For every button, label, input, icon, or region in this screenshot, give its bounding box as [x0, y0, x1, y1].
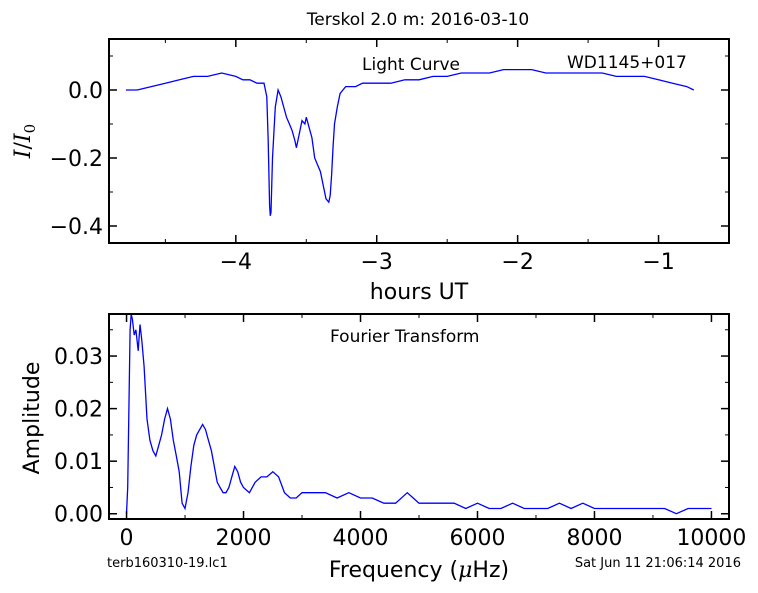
fourier-xtick-label: 2000: [216, 526, 272, 551]
light-curve-series-layer: [125, 68, 695, 216]
light-curve-annotation: Light Curve: [362, 55, 460, 75]
light-curve-ytick-label: −0.4: [50, 215, 103, 240]
light-curve-ytick-label: −0.2: [50, 147, 103, 172]
footer-filename: terb160310-19.lc1: [107, 556, 228, 571]
fourier-xtick-label: 6000: [449, 526, 505, 551]
light-curve-xtick-label: −2: [501, 250, 533, 275]
fourier-xtick-label: 10000: [676, 526, 746, 551]
fourier-xtick-label: 8000: [566, 526, 622, 551]
light-curve-ticks: −4 −3 −2 −1 0.0 −0.2 −0.4: [50, 39, 730, 275]
footer-timestamp: Sat Jun 11 21:06:14 2016: [575, 556, 741, 571]
fourier-annotation: Fourier Transform: [330, 327, 479, 347]
fourier-ytick-label: 0.03: [54, 345, 103, 370]
xlabel-suffix: Hz): [472, 558, 509, 583]
fourier-xtick-label: 4000: [333, 526, 389, 551]
fourier-xtick-label: 0: [120, 526, 134, 551]
light-curve-ytick-label: 0.0: [68, 79, 103, 104]
light-curve-xtick-label: −1: [642, 250, 674, 275]
fourier-xlabel: Frequency (μHz): [329, 558, 509, 583]
fourier-series-line: [125, 313, 712, 515]
figure-title: Terskol 2.0 m: 2016-03-10: [306, 10, 530, 30]
ylabel-denominator: I: [11, 132, 36, 143]
xlabel-mu: μ: [458, 558, 472, 583]
light-curve-xtick-label: −4: [220, 250, 252, 275]
light-curve-series-line: [125, 68, 695, 216]
light-curve-frame: [108, 38, 730, 244]
xlabel-prefix: Frequency (: [329, 558, 458, 583]
fourier-ytick-label: 0.00: [54, 503, 103, 528]
light-curve-xlabel: hours UT: [370, 280, 469, 305]
object-name-annotation: WD1145+017: [567, 53, 687, 73]
fourier-ticks: 0 2000 4000 6000 8000 10000 0.00 0.01 0.02 0.03: [54, 314, 746, 551]
fourier-panel: 0 2000 4000 6000 8000 10000 0.00 0.01 0.02 0.03 F…: [20, 313, 746, 583]
ylabel-main: I: [11, 148, 36, 159]
ylabel-subscript: 0: [21, 124, 39, 134]
light-curve-ylabel: I/I0: [11, 124, 39, 159]
light-curve-panel: −4 −3 −2 −1 0.0 −0.2 −0.4 Light Curve WD1145+0…: [11, 38, 730, 305]
fourier-ytick-label: 0.02: [54, 398, 103, 423]
fourier-ytick-label: 0.01: [54, 450, 103, 475]
fourier-series-layer: [125, 313, 712, 515]
light-curve-xtick-label: −3: [361, 250, 393, 275]
fourier-ylabel: Amplitude: [20, 362, 45, 475]
ylabel-slash: /: [11, 141, 36, 149]
